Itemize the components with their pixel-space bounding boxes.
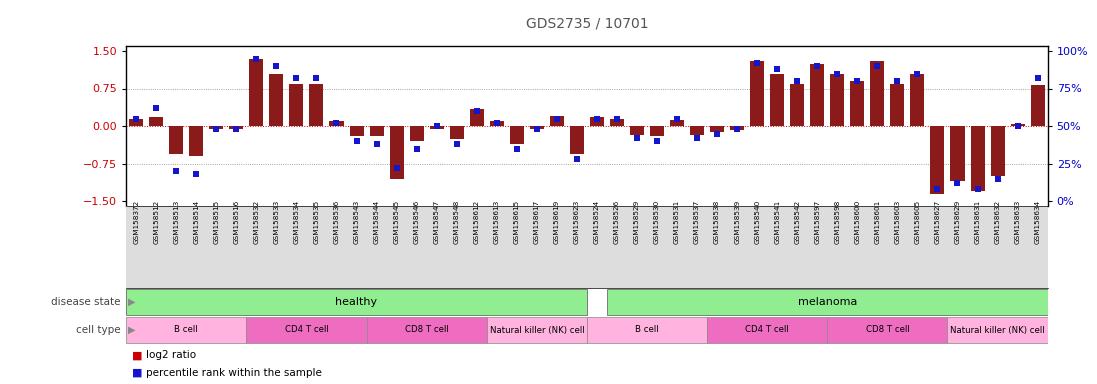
Text: disease state: disease state (52, 297, 121, 307)
Text: healthy: healthy (336, 297, 377, 307)
Bar (487, 318, 587, 343)
Bar (169, 126, 183, 154)
Bar (249, 58, 263, 126)
Bar (891, 83, 904, 126)
Bar (811, 63, 824, 126)
Text: CD8 T cell: CD8 T cell (405, 326, 449, 334)
Bar (911, 73, 925, 126)
Text: B cell: B cell (174, 326, 199, 334)
Text: ■: ■ (132, 368, 143, 378)
Bar (930, 126, 945, 194)
Bar (270, 73, 283, 126)
Bar (329, 121, 343, 126)
Bar (950, 126, 964, 181)
Text: CD4 T cell: CD4 T cell (284, 326, 328, 334)
Bar (470, 109, 484, 126)
Bar (450, 126, 464, 139)
Bar (670, 120, 685, 126)
Bar (948, 318, 1048, 343)
Bar (870, 61, 884, 126)
Bar (126, 290, 587, 314)
Text: ▶: ▶ (128, 297, 136, 307)
Bar (710, 126, 724, 132)
Bar (770, 73, 784, 126)
Bar (366, 318, 487, 343)
Bar (690, 126, 704, 135)
Bar (190, 126, 203, 156)
Bar (409, 126, 423, 141)
Bar (126, 318, 247, 343)
Bar (510, 126, 523, 144)
Bar (750, 61, 765, 126)
Text: B cell: B cell (635, 326, 659, 334)
Bar (630, 126, 644, 135)
Bar (827, 318, 948, 343)
Bar (991, 126, 1005, 176)
Bar (708, 318, 827, 343)
Bar (247, 318, 366, 343)
Bar (370, 126, 384, 136)
Bar (530, 126, 544, 129)
Text: percentile rank within the sample: percentile rank within the sample (146, 368, 321, 378)
Bar (210, 126, 224, 129)
Bar (129, 119, 144, 126)
Text: melanoma: melanoma (798, 297, 857, 307)
Bar (607, 290, 1048, 314)
Bar (149, 117, 163, 126)
Text: ■: ■ (132, 350, 143, 360)
Bar (731, 126, 744, 130)
Bar (569, 126, 584, 154)
Text: CD4 T cell: CD4 T cell (745, 326, 789, 334)
Bar (229, 126, 244, 129)
Text: ▶: ▶ (128, 325, 136, 335)
Bar (850, 81, 864, 126)
Bar (971, 126, 984, 191)
Text: CD8 T cell: CD8 T cell (866, 326, 909, 334)
Text: Natural killer (NK) cell: Natural killer (NK) cell (950, 326, 1044, 334)
Bar (590, 117, 604, 126)
Bar (389, 126, 404, 179)
Bar (651, 126, 664, 136)
Bar (1010, 124, 1025, 126)
Text: Natural killer (NK) cell: Natural killer (NK) cell (489, 326, 584, 334)
Bar (489, 121, 504, 126)
Bar (309, 83, 324, 126)
Bar (830, 73, 845, 126)
Text: log2 ratio: log2 ratio (146, 350, 196, 360)
Bar (1030, 85, 1044, 126)
Bar (430, 126, 443, 129)
Bar (290, 83, 304, 126)
Bar (790, 83, 804, 126)
Text: GDS2735 / 10701: GDS2735 / 10701 (525, 17, 648, 31)
Text: cell type: cell type (76, 325, 121, 335)
Bar (610, 119, 624, 126)
Bar (350, 126, 363, 136)
Bar (550, 116, 564, 126)
Bar (587, 318, 708, 343)
